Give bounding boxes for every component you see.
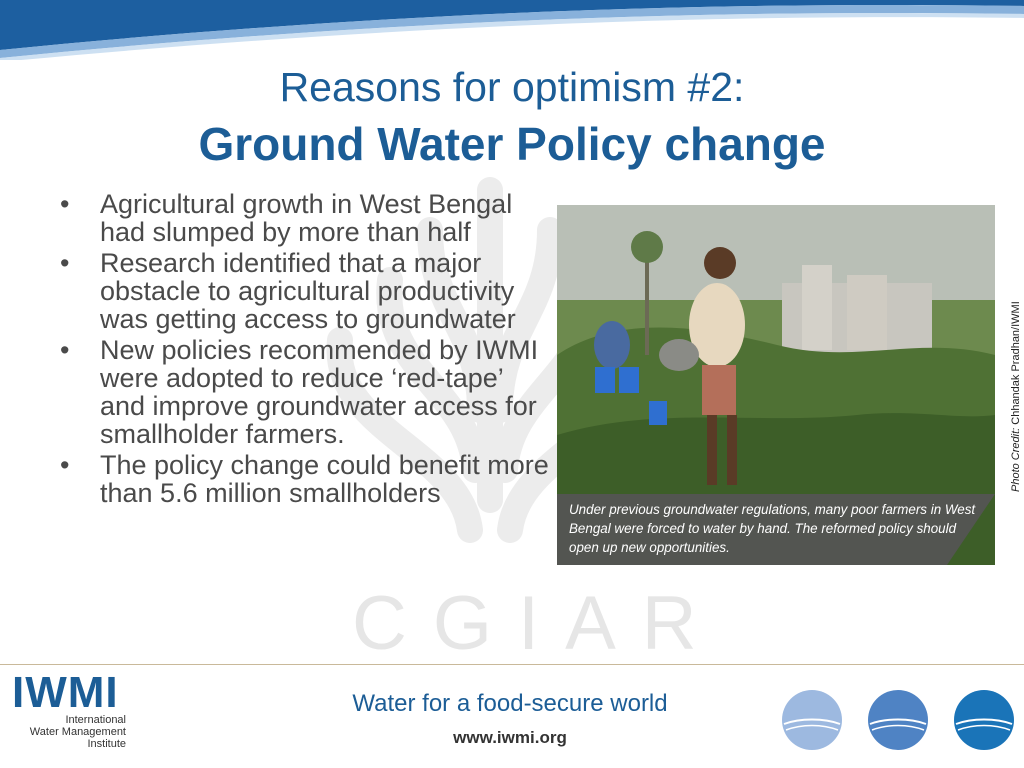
logo-line-2: Water Management	[29, 726, 126, 738]
header-band	[0, 0, 1024, 60]
bullet-text: Agricultural growth in West Bengal had s…	[100, 189, 513, 247]
bullet-dot-icon: •	[60, 248, 70, 278]
bullet-dot-icon: •	[60, 189, 70, 219]
water-orb-icon	[954, 690, 1014, 750]
bullet-item: • Research identified that a major obsta…	[60, 249, 550, 333]
photo-credit-label: Photo Credit:	[1010, 427, 1022, 492]
bullet-dot-icon: •	[60, 335, 70, 365]
slide-title: Reasons for optimism #2:	[279, 64, 745, 110]
bullet-item: • The policy change could benefit more t…	[60, 451, 550, 507]
footer-slogan: Water for a food-secure world	[352, 690, 668, 717]
bullet-list: • Agricultural growth in West Bengal had…	[60, 190, 550, 510]
logo-line-1: International	[65, 714, 126, 726]
footer-url[interactable]: www.iwmi.org	[453, 728, 567, 747]
bullet-text: The policy change could benefit more tha…	[100, 450, 549, 508]
iwmi-logo: IWMI	[12, 668, 119, 717]
footer-divider	[0, 664, 1024, 665]
photo-caption: Under previous groundwater regulations, …	[569, 502, 976, 555]
bullet-item: • Agricultural growth in West Bengal had…	[60, 190, 550, 246]
bullet-text: New policies recommended by IWMI were ad…	[100, 335, 539, 449]
bullet-text: Research identified that a major obstacl…	[100, 248, 516, 334]
water-orb-icon	[782, 690, 842, 750]
water-orb-icon	[868, 690, 928, 750]
photo-credit: Photo Credit: Chhandak Pradhan/IWMI	[1010, 301, 1022, 492]
bullet-dot-icon: •	[60, 450, 70, 480]
logo-line-3: Institute	[87, 738, 126, 750]
bullet-item: • New policies recommended by IWMI were …	[60, 336, 550, 448]
water-orbs	[782, 690, 1014, 750]
caption-panel	[557, 494, 995, 565]
slide-subtitle: Ground Water Policy change	[198, 118, 826, 170]
cgiar-watermark-text: CGIAR	[352, 581, 723, 666]
photo-credit-name: Chhandak Pradhan/IWMI	[1010, 301, 1022, 428]
